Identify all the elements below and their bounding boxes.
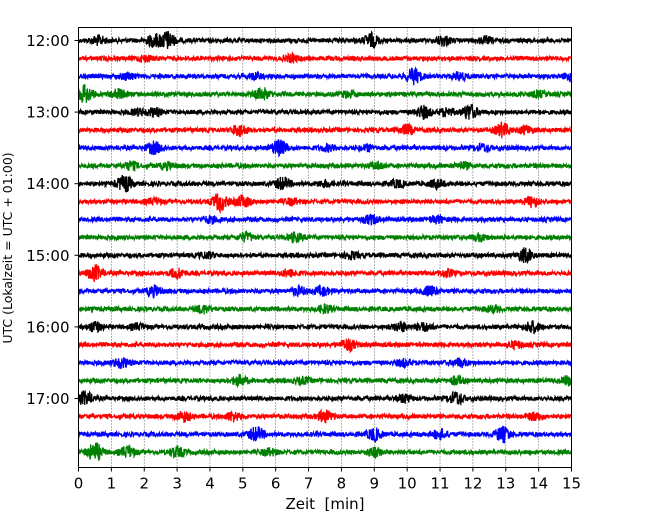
trace-1345 — [77, 159, 572, 172]
x-tick-label: 13 — [496, 475, 515, 493]
x-tick-label: 7 — [304, 475, 314, 493]
x-tick-label: 2 — [139, 475, 149, 493]
y-tick-label: 17:00 — [26, 390, 69, 408]
trace-1745 — [77, 442, 573, 461]
trace-1200 — [77, 30, 572, 50]
trace-1530 — [77, 283, 573, 299]
x-tick-label: 1 — [107, 475, 117, 493]
trace-1615 — [77, 337, 573, 354]
x-tick-label: 0 — [74, 475, 84, 493]
trace-1315 — [77, 121, 573, 139]
x-tick-label: 8 — [337, 475, 347, 493]
x-tick-label: 3 — [172, 475, 182, 493]
y-tick-label: 14:00 — [26, 175, 69, 193]
trace-1430 — [77, 213, 573, 226]
x-tick-label: 4 — [205, 475, 215, 493]
trace-1300 — [77, 103, 573, 120]
trace-1715 — [77, 408, 573, 424]
plot-frame — [78, 27, 572, 468]
y-tick-label: 13:00 — [26, 104, 69, 122]
x-tick-label: 11 — [430, 475, 449, 493]
trace-1445 — [77, 229, 573, 244]
x-tick-label: 5 — [238, 475, 248, 493]
x-axis-label: Zeit [min] — [285, 495, 364, 513]
trace-1700 — [77, 390, 573, 407]
trace-1645 — [77, 373, 573, 389]
x-axis: 0 1 2 3 4 5 6 7 8 9 10 11 12 13 14 15 — [74, 467, 581, 493]
trace-1600 — [77, 320, 573, 335]
trace-1330 — [77, 139, 573, 159]
trace-1500 — [77, 247, 573, 264]
y-axis-label: UTC (Lokalzeit = UTC + 01:00) — [0, 152, 15, 343]
y-tick-label: 16:00 — [26, 318, 69, 336]
x-tick-label: 12 — [463, 475, 482, 493]
y-tick-label: 15:00 — [26, 247, 69, 265]
trace-1630 — [77, 357, 573, 370]
y-tick-label: 12:00 — [26, 32, 69, 50]
trace-1545 — [77, 303, 573, 316]
trace-1400 — [77, 174, 573, 194]
trace-1415 — [77, 193, 573, 215]
y-axis: 12:00 13:00 14:00 15:00 16:00 17:00 — [26, 32, 79, 408]
trace-1245 — [77, 84, 573, 103]
trace-1215 — [77, 51, 573, 64]
trace-1515 — [77, 263, 573, 283]
x-tick-label: 14 — [529, 475, 548, 493]
x-tick-label: 6 — [271, 475, 281, 493]
x-tick-label: 10 — [398, 475, 417, 493]
traces — [77, 30, 573, 461]
trace-1230 — [77, 66, 573, 86]
x-tick-label: 15 — [562, 475, 581, 493]
x-tick-label: 9 — [370, 475, 380, 493]
trace-1730 — [77, 425, 573, 444]
